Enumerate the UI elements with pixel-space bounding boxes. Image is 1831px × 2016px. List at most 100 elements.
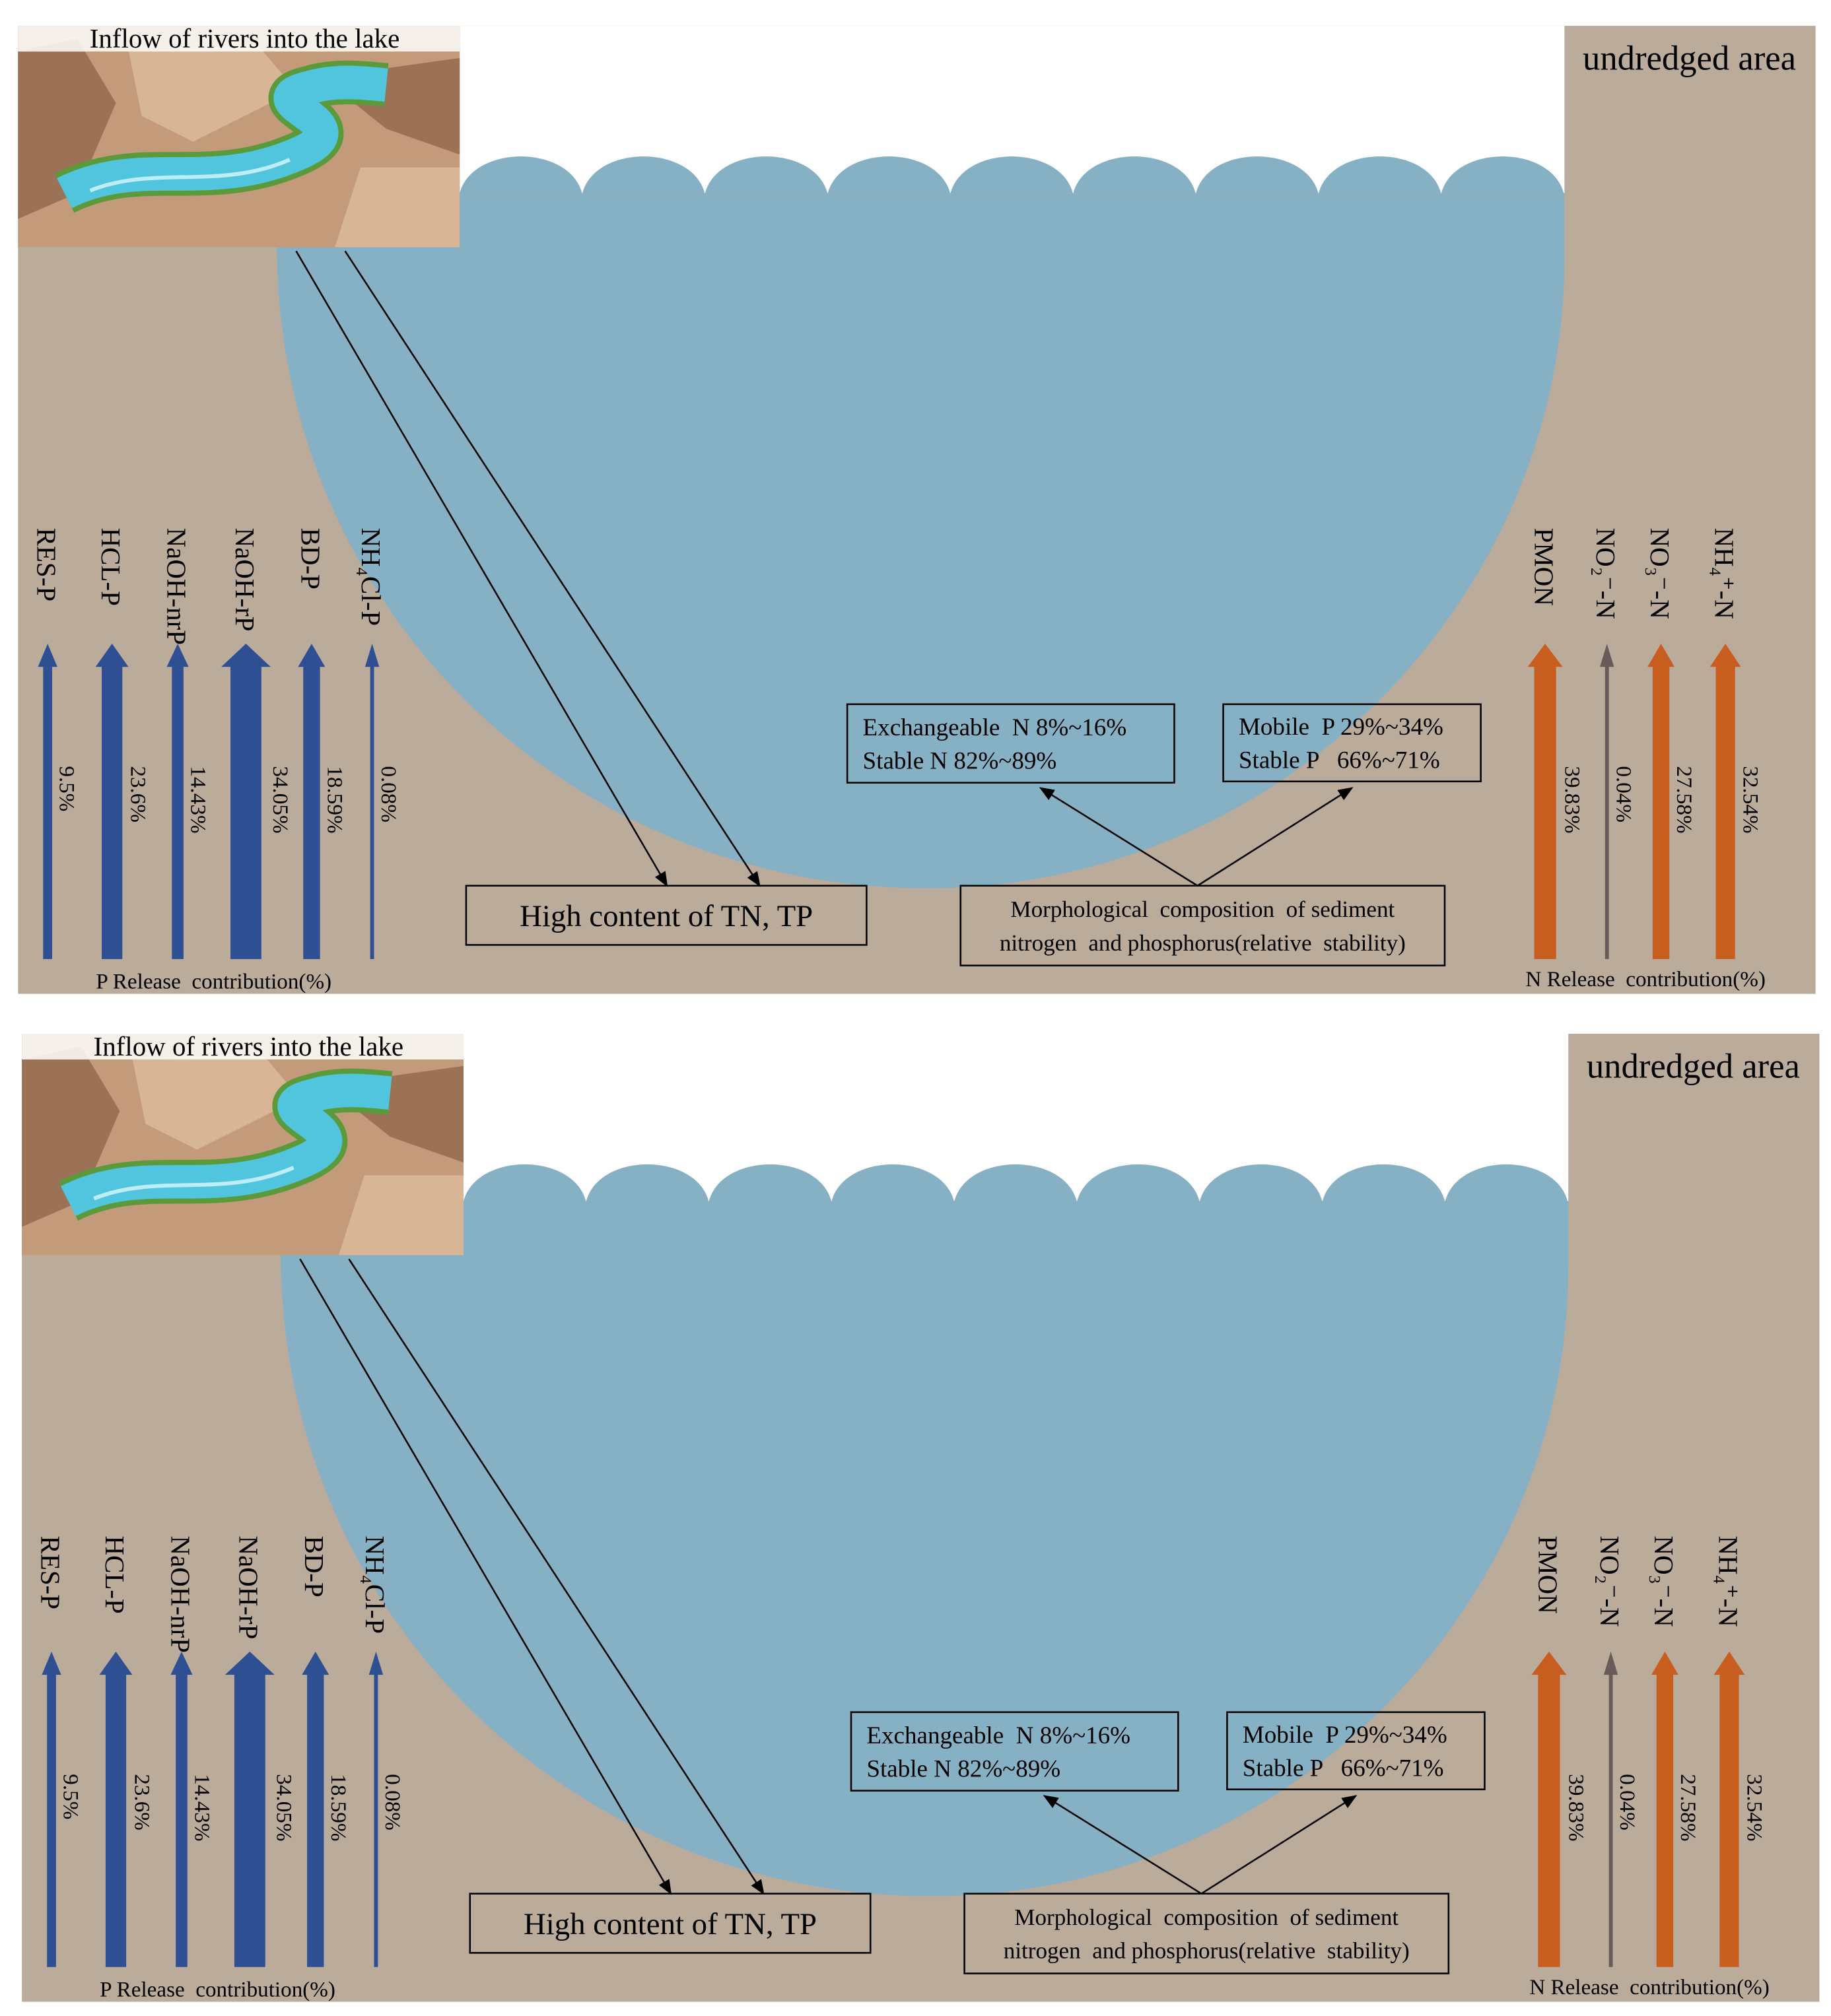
river-image [18,26,460,248]
wave [827,156,950,193]
release-percent: 27.58% [1672,766,1696,833]
inflow-arrow [299,1258,672,1895]
panel: Inflow of rivers into the lake undredged … [18,24,1816,994]
release-name: NH₄⁺-N [1713,1536,1743,1627]
p-box-text: Stable P 66%~71% [1239,747,1440,774]
title-strip [22,1034,464,1060]
wave [1196,156,1319,193]
release-percent: 0.08% [376,766,401,823]
wave [1445,1164,1568,1201]
n-box-text: Stable N 82%~89% [866,1755,1060,1782]
release-name: PMON [1533,1536,1562,1614]
release-arrow [42,1652,61,1967]
release-percent: 39.83% [1564,1774,1588,1841]
p-box-text: Mobile P 29%~34% [1243,1722,1447,1749]
inflow-arrow [348,1258,765,1895]
lake [281,1201,1569,1897]
n-box-text: Stable N 82%~89% [863,748,1057,775]
wave [586,1164,709,1201]
release-name: NaOH-rP [234,1536,263,1640]
n-box-text: Exchangeable N 8%~16% [866,1722,1130,1749]
n-box [850,1711,1179,1792]
release-percent: 27.58% [1676,1774,1700,1841]
wave [831,1164,954,1201]
release-name: NaOH-rP [230,528,259,632]
n-box [846,703,1175,784]
wave [954,1164,1077,1201]
release-percent: 34.05% [268,766,293,833]
release-arrow [302,1652,329,1967]
p-box [1226,1711,1486,1790]
morphology-box [959,885,1446,966]
release-name: BD-P [295,528,325,589]
release-percent: 14.43% [190,1774,214,1841]
morph-arrow [1196,787,1354,887]
river-image [22,1034,464,1256]
morphology-box-text: nitrogen and phosphorus(relative stabili… [1000,930,1406,956]
release-arrow [368,1652,384,1967]
wave [1441,156,1564,193]
release-name: NO₃⁻-N [1649,1536,1678,1627]
morphology-box [963,1893,1450,1974]
wave [1319,156,1441,193]
release-caption: N Release contribution(%) [1525,967,1766,991]
cliff-light [129,45,460,248]
release-caption: P Release contribution(%) [96,970,331,994]
release-name: HCL-P [100,1536,129,1614]
wave [708,1164,831,1201]
river [61,1073,392,1217]
wave [705,156,828,193]
release-percent: 34.05% [272,1774,296,1841]
release-percent: 18.59% [326,1774,351,1841]
tn-tp-box [469,1893,872,1954]
release-percent: 0.04% [1611,766,1636,823]
area-label: undredged area [1583,39,1796,77]
release-name: NO₂⁻-N [1591,528,1620,619]
release-name: NH₄Cl-P [360,1536,390,1634]
release-percent: 18.59% [322,766,347,833]
tn-tp-box-text: High content of TN, TP [524,1907,817,1941]
morph-arrow [1039,787,1198,887]
release-arrow [99,1652,133,1967]
release-arrow [1527,644,1563,959]
river-title: Inflow of rivers into the lake [90,24,400,53]
river [57,65,388,209]
inflow-arrow [295,250,668,887]
wave [582,156,705,193]
release-arrow [1651,1652,1678,1967]
release-arrow [1599,644,1614,959]
tn-tp-box [465,885,868,946]
wave [460,156,582,193]
wave [1077,1164,1200,1201]
release-name: PMON [1529,528,1558,606]
release-percent: 32.54% [1742,1774,1766,1841]
p-box [1222,703,1482,783]
release-caption: N Release contribution(%) [1529,1975,1770,1999]
morph-arrow [1043,1795,1202,1895]
release-name: NH₄Cl-P [356,528,386,626]
river-ripple [93,1166,294,1201]
release-arrow [170,1652,193,1967]
n-box-text: Exchangeable N 8%~16% [863,714,1127,741]
release-percent: 9.5% [55,766,79,811]
release-name: NaOH-nrP [162,528,191,645]
release-arrow [166,644,189,959]
release-arrow [1647,644,1675,959]
wave [1322,1164,1445,1201]
release-caption: P Release contribution(%) [100,1978,335,2002]
wave [464,1164,586,1201]
release-arrow [1531,1652,1567,1967]
river-ripple [89,158,291,193]
release-percent: 0.04% [1615,1774,1640,1831]
release-percent: 39.83% [1560,766,1585,833]
p-box-text: Mobile P 29%~34% [1239,714,1443,741]
river-title: Inflow of rivers into the lake [94,1032,404,1061]
release-name: NO₂⁻-N [1595,1536,1624,1627]
tn-tp-box-text: High content of TN, TP [520,899,813,933]
release-arrow [95,644,129,959]
cliff-light [132,1053,464,1256]
release-name: RES-P [35,1536,65,1609]
release-name: NO₃⁻-N [1645,528,1675,619]
wave [1200,1164,1323,1201]
